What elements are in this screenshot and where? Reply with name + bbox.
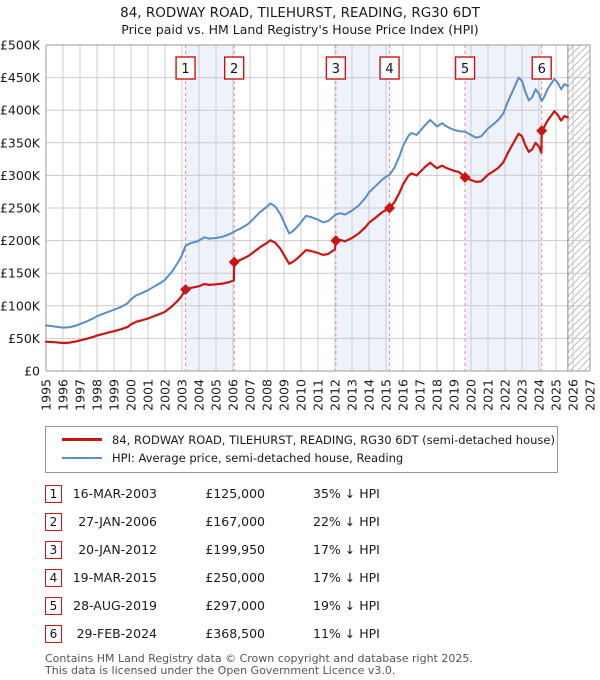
license-footer: Contains HM Land Registry data © Crown c… [45, 651, 600, 679]
sale-hpi-delta: 19% ↓ HPI [313, 598, 380, 613]
sale-row: 3 20-JAN-2012 £199,950 17% ↓ HPI [45, 540, 600, 559]
sale-number-badge: 6 [45, 624, 62, 643]
svg-text:2009: 2009 [277, 378, 292, 410]
svg-text:6: 6 [538, 62, 546, 77]
svg-text:2023: 2023 [515, 379, 530, 411]
svg-text:£0: £0 [24, 363, 40, 378]
svg-text:£400K: £400K [0, 102, 41, 117]
svg-text:2025: 2025 [549, 379, 564, 411]
svg-text:£350K: £350K [0, 135, 41, 150]
svg-text:2004: 2004 [192, 378, 207, 410]
svg-text:2022: 2022 [498, 379, 513, 411]
sale-date: 16-MAR-2003 [72, 486, 157, 501]
sale-price: £125,000 [205, 486, 265, 501]
sale-row: 2 27-JAN-2006 £167,000 22% ↓ HPI [45, 512, 600, 531]
svg-text:2: 2 [230, 62, 238, 77]
svg-text:£50K: £50K [8, 330, 41, 345]
sale-date: 20-JAN-2012 [78, 542, 157, 557]
svg-text:2010: 2010 [294, 378, 309, 410]
svg-text:2014: 2014 [362, 378, 377, 410]
sale-date: 28-AUG-2019 [73, 598, 157, 613]
footer-line-1: Contains HM Land Registry data © Crown c… [45, 651, 473, 665]
svg-text:2026: 2026 [566, 378, 581, 410]
chart-header: 84, RODWAY ROAD, TILEHURST, READING, RG3… [0, 0, 600, 38]
sale-number-badge: 3 [45, 540, 62, 559]
svg-text:£200K: £200K [0, 233, 41, 248]
sale-date: 29-FEB-2024 [76, 626, 157, 641]
svg-text:2012: 2012 [328, 379, 343, 411]
svg-text:2000: 2000 [124, 378, 139, 410]
svg-text:£250K: £250K [0, 200, 41, 215]
svg-text:2015: 2015 [379, 379, 394, 411]
sale-number-badge: 1 [45, 484, 62, 503]
svg-text:2019: 2019 [447, 378, 462, 410]
svg-text:£100K: £100K [0, 298, 41, 313]
legend-item-property: 84, RODWAY ROAD, TILEHURST, READING, RG3… [54, 431, 555, 449]
svg-text:5: 5 [461, 62, 469, 77]
svg-text:1998: 1998 [90, 378, 105, 410]
svg-text:£450K: £450K [0, 70, 41, 85]
sale-row: 1 16-MAR-2003 £125,000 35% ↓ HPI [45, 484, 600, 503]
sale-row: 6 29-FEB-2024 £368,500 11% ↓ HPI [45, 624, 600, 643]
svg-text:2020: 2020 [464, 378, 479, 410]
svg-text:2018: 2018 [430, 378, 445, 410]
sale-price: £297,000 [205, 598, 265, 613]
legend-hpi-label: HPI: Average price, semi-detached house,… [112, 450, 404, 465]
sale-number-badge: 5 [45, 596, 62, 615]
svg-text:1997: 1997 [73, 379, 88, 411]
sale-number-badge: 4 [45, 568, 62, 587]
sale-hpi-delta: 11% ↓ HPI [313, 626, 380, 641]
svg-text:1995: 1995 [39, 379, 54, 411]
sale-date: 19-MAR-2015 [72, 570, 157, 585]
price-history-chart: 1 2 3 4 5 6 £0 £50K £100K £150K £200K £250K £300K £35… [0, 38, 598, 411]
svg-text:2016: 2016 [396, 378, 411, 410]
hpi-line-swatch-icon [62, 456, 102, 459]
svg-text:2017: 2017 [413, 379, 428, 411]
sale-price: £368,500 [205, 626, 265, 641]
svg-text:£300K: £300K [0, 167, 41, 182]
svg-text:3: 3 [332, 62, 340, 77]
svg-text:1999: 1999 [107, 378, 122, 410]
sale-row: 4 19-MAR-2015 £250,000 17% ↓ HPI [45, 568, 600, 587]
sale-number-badge: 2 [45, 512, 62, 531]
chart-legend: 84, RODWAY ROAD, TILEHURST, READING, RG3… [45, 425, 558, 473]
sale-price: £199,950 [205, 542, 265, 557]
footer-line-2: This data is licensed under the Open Gov… [45, 664, 396, 678]
svg-text:2024: 2024 [532, 378, 547, 410]
svg-text:2013: 2013 [345, 379, 360, 411]
svg-text:2001: 2001 [141, 379, 156, 411]
legend-item-hpi: HPI: Average price, semi-detached house,… [54, 449, 549, 467]
svg-text:£500K: £500K [0, 38, 41, 53]
sale-hpi-delta: 17% ↓ HPI [313, 570, 380, 585]
sale-date: 27-JAN-2006 [78, 514, 157, 529]
svg-text:2027: 2027 [583, 379, 598, 411]
sale-price: £250,000 [205, 570, 265, 585]
sale-hpi-delta: 35% ↓ HPI [313, 486, 380, 501]
svg-text:2021: 2021 [481, 379, 496, 411]
sale-price: £167,000 [205, 514, 265, 529]
svg-text:1: 1 [181, 62, 189, 77]
sale-row: 5 28-AUG-2019 £297,000 19% ↓ HPI [45, 596, 600, 615]
svg-text:2003: 2003 [175, 379, 190, 411]
svg-text:2005: 2005 [209, 379, 224, 411]
svg-text:2011: 2011 [311, 379, 326, 411]
legend-property-label: 84, RODWAY ROAD, TILEHURST, READING, RG3… [112, 432, 555, 447]
svg-text:2006: 2006 [226, 378, 241, 410]
sale-hpi-delta: 22% ↓ HPI [313, 514, 380, 529]
svg-text:1996: 1996 [56, 378, 71, 410]
svg-text:2007: 2007 [243, 379, 258, 411]
page-subtitle: Price paid vs. HM Land Registry's House … [121, 21, 479, 37]
svg-text:£150K: £150K [0, 265, 41, 280]
svg-text:4: 4 [385, 62, 393, 77]
svg-text:2008: 2008 [260, 378, 275, 410]
sales-table: 1 16-MAR-2003 £125,000 35% ↓ HPI 2 27-JA… [45, 484, 600, 643]
property-line-swatch-icon [62, 438, 102, 441]
svg-text:2002: 2002 [158, 379, 173, 411]
page-title: 84, RODWAY ROAD, TILEHURST, READING, RG3… [120, 5, 480, 21]
sale-hpi-delta: 17% ↓ HPI [313, 542, 380, 557]
